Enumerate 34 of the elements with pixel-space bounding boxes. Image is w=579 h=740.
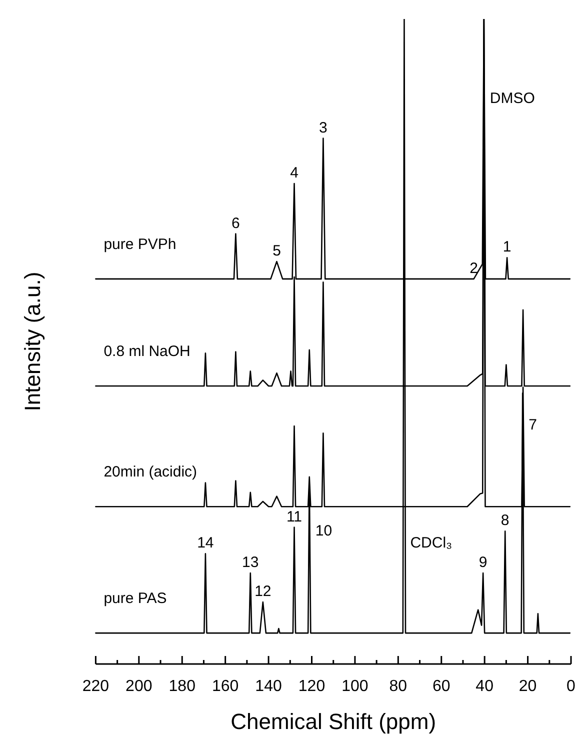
x-tick-label: 200 [126,678,152,695]
annotation: 14 [197,534,214,552]
x-tick-label: 60 [432,678,450,695]
annotation: DMSO [490,90,535,107]
series-label: pure PVPh [104,236,176,253]
annotation: 7 [528,416,537,434]
x-tick-label: 0 [566,678,576,695]
x-tick-label: 80 [389,678,408,695]
annotation: 13 [242,554,259,572]
annotation: 8 [500,512,510,530]
annotation: 2 [470,260,478,277]
annotation: 9 [478,554,488,572]
x-tick-label: 100 [342,678,368,695]
annotation: 3 [319,119,328,136]
series-label: 0.8 ml NaOH [104,343,190,360]
x-tick-label: 220 [82,678,110,695]
annotation: 6 [232,214,240,232]
annotation: 4 [290,164,298,182]
annotation: 11 [286,508,302,526]
x-tick-label: 20 [518,678,537,695]
series-label: pure PAS [104,590,167,608]
x-tick-label: 40 [476,678,494,695]
annotation: 5 [272,242,281,260]
x-tick-label: 120 [298,678,326,695]
annotation: 1 [502,238,512,256]
annotation: CDCl₃ [410,534,452,552]
annotation: 12 [254,583,272,600]
annotation: 10 [315,522,332,540]
x-tick-label: 140 [255,678,282,695]
x-tick-label: 180 [168,678,196,695]
series-label: 20min (acidic) [104,464,198,481]
x-tick-label: 160 [212,678,239,695]
x-axis-title: Chemical Shift (ppm) [230,709,436,734]
y-axis-title: Intensity (a.u.) [20,272,45,412]
